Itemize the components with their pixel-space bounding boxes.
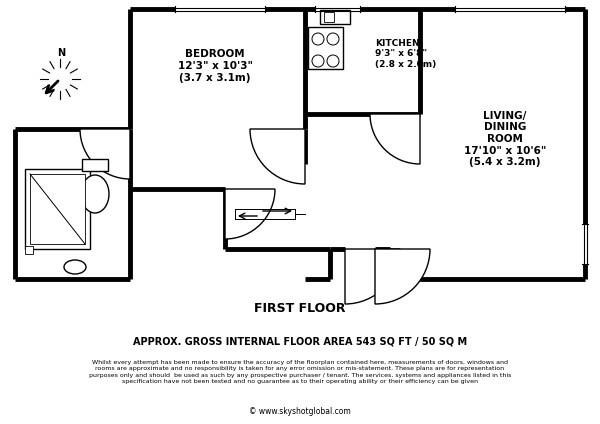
Text: APPROX. GROSS INTERNAL FLOOR AREA 543 SQ FT / 50 SQ M: APPROX. GROSS INTERNAL FLOOR AREA 543 SQ… xyxy=(133,337,467,347)
Text: BEDROOM
12'3" x 10'3"
(3.7 x 3.1m): BEDROOM 12'3" x 10'3" (3.7 x 3.1m) xyxy=(178,50,253,83)
Circle shape xyxy=(312,55,324,67)
Text: N: N xyxy=(57,48,65,58)
Bar xyxy=(30,174,85,244)
Circle shape xyxy=(327,33,339,45)
Circle shape xyxy=(312,33,324,45)
Bar xyxy=(324,12,334,22)
Bar xyxy=(25,169,90,249)
Bar xyxy=(320,10,350,24)
Wedge shape xyxy=(250,129,305,184)
Wedge shape xyxy=(345,249,400,304)
Text: FIRST FLOOR: FIRST FLOOR xyxy=(254,302,346,315)
Bar xyxy=(25,246,33,254)
Ellipse shape xyxy=(64,260,86,274)
Wedge shape xyxy=(370,114,420,164)
Wedge shape xyxy=(225,189,275,239)
Text: © www.skyshotglobal.com: © www.skyshotglobal.com xyxy=(249,407,351,416)
Circle shape xyxy=(327,55,339,67)
Text: KITCHEN
9'3" x 6'8"
(2.8 x 2.0m): KITCHEN 9'3" x 6'8" (2.8 x 2.0m) xyxy=(375,39,436,69)
Bar xyxy=(82,159,108,171)
Ellipse shape xyxy=(81,175,109,213)
Wedge shape xyxy=(80,129,130,179)
Wedge shape xyxy=(375,249,430,304)
Text: Whilst every attempt has been made to ensure the accuracy of the floorplan conta: Whilst every attempt has been made to en… xyxy=(89,360,511,385)
Text: LIVING/
DINING
ROOM
17'10" x 10'6"
(5.4 x 3.2m): LIVING/ DINING ROOM 17'10" x 10'6" (5.4 … xyxy=(464,111,546,167)
Bar xyxy=(308,27,343,69)
